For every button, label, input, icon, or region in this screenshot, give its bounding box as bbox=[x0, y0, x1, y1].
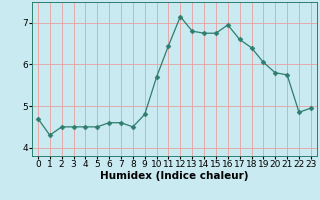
X-axis label: Humidex (Indice chaleur): Humidex (Indice chaleur) bbox=[100, 171, 249, 181]
